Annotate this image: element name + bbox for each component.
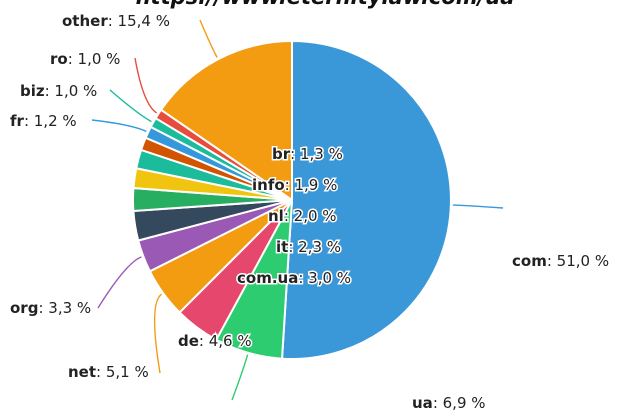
slice-labels: com: 51,0 % ua: 6,9 % de: 4,6 % net: 5,1 % o… [10, 12, 609, 410]
slice-label-ua: ua: 6,9 % [412, 394, 486, 410]
slice-label-de: de: 4,6 % [178, 332, 252, 350]
leader-line-net [153, 293, 162, 374]
slice-label-it: it: 2,3 % [276, 238, 341, 256]
pie-slice-com[interactable] [280, 39, 452, 360]
leader-line-ro [134, 57, 158, 114]
leader-line-fr [91, 119, 147, 133]
leader-line-org [97, 256, 142, 309]
pie-slices [132, 39, 452, 360]
slice-label-com-ua: com.ua: 3,0 % [237, 269, 351, 287]
leader-lines [91, 19, 504, 401]
slice-label-info: info: 1,9 % [252, 176, 337, 194]
slice-label-ro: ro: 1,0 % [50, 50, 120, 68]
leader-line-com [452, 204, 504, 209]
slice-label-nl: nl: 2,0 % [268, 207, 337, 225]
slice-label-org: org: 3,3 % [10, 299, 91, 317]
slice-label-com: com: 51,0 % [512, 252, 609, 270]
slice-label-fr: fr: 1,2 % [10, 112, 77, 130]
pie-slice-other[interactable] [159, 39, 293, 202]
slice-label-biz: biz: 1,0 % [20, 82, 97, 100]
chart-title: https://www.eternitylaw.com/ua [136, 0, 515, 9]
slice-label-other: other: 15,4 % [62, 12, 170, 30]
leader-line-other [199, 19, 218, 58]
leader-line-ua [231, 354, 249, 401]
slice-label-br: br: 1,3 % [272, 145, 343, 163]
leader-line-biz [109, 89, 152, 123]
slice-label-net: net: 5,1 % [68, 363, 149, 381]
